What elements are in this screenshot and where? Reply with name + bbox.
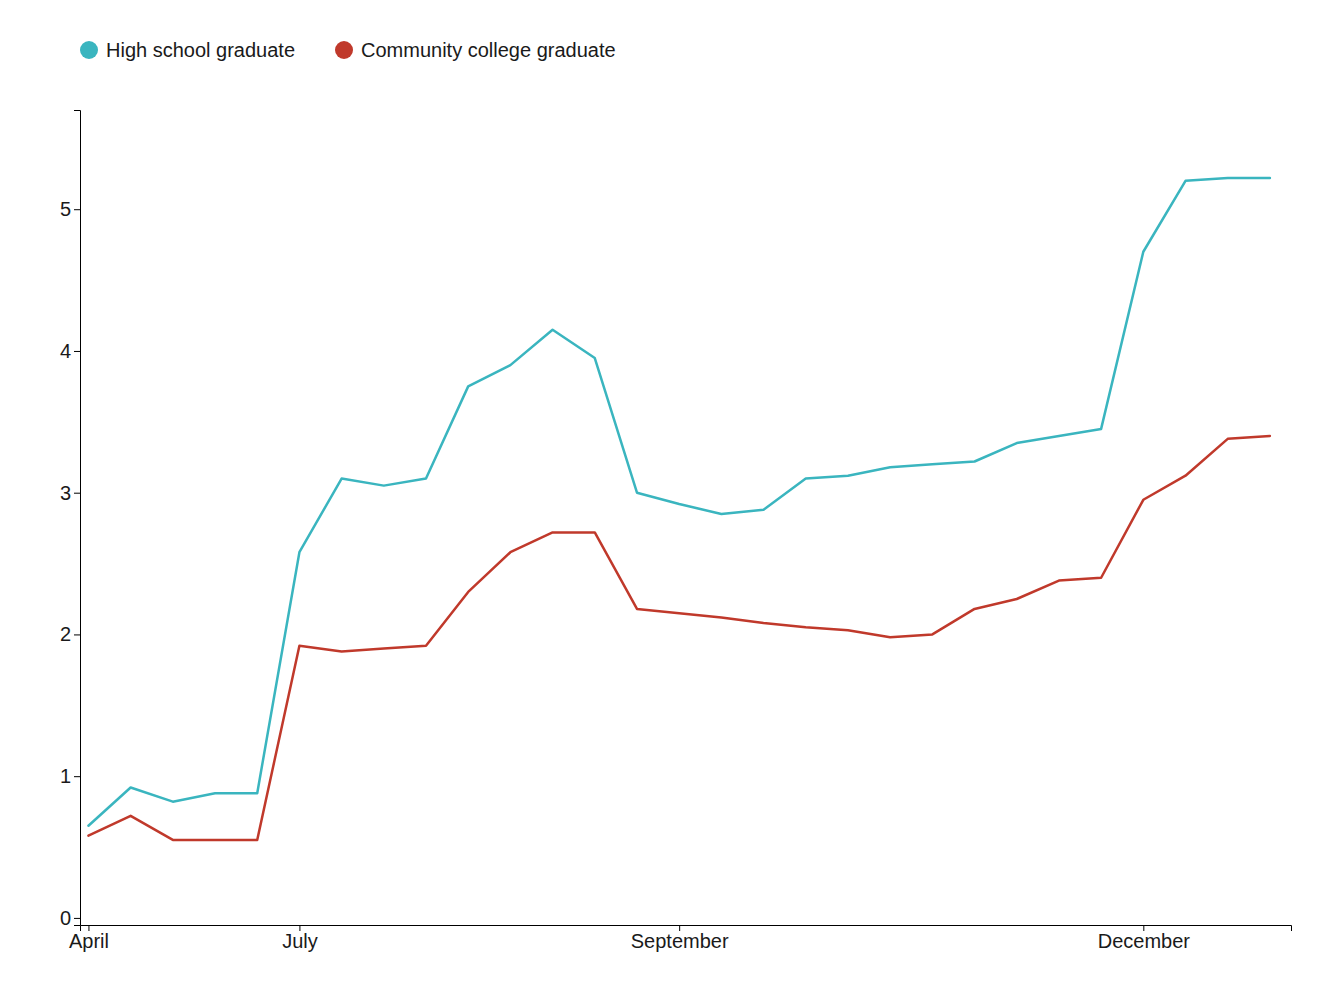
x-axis-tick-label: April [69,930,109,952]
x-axis-tick: April [69,925,109,952]
chart-svg: April July September December 0 1 2 3 4 5 High sch… [0,0,1341,1005]
x-axis: April July September December [69,925,1292,952]
y-axis-tick: 1 [60,765,80,787]
y-axis-tick-mark [74,918,80,919]
y-axis-tick-label: 2 [60,623,71,645]
y-axis-tick-label: 5 [60,198,71,220]
y-axis: 0 1 2 3 4 5 [60,111,81,929]
y-axis-tick-label: 1 [60,765,71,787]
plot-area: April July September December 0 1 2 3 4 5 [60,111,1292,953]
y-axis-tick: 2 [60,623,80,645]
x-axis-tick-label: September [631,930,729,952]
y-axis-tick: 0 [60,907,80,929]
legend-item: High school graduate [80,39,295,61]
series-line [88,178,1269,826]
y-axis-line [74,111,81,926]
y-axis-tick-label: 3 [60,482,71,504]
y-axis-tick: 5 [60,198,80,220]
legend-item: Community college graduate [335,39,616,61]
legend-swatch [335,41,353,59]
y-axis-tick-mark [74,776,80,777]
series-line [88,436,1269,840]
y-axis-tick: 3 [60,482,80,504]
y-axis-tick-label: 0 [60,907,71,929]
chart-container: April July September December 0 1 2 3 4 5 High sch… [0,0,1341,1005]
x-axis-tick: December [1098,925,1191,952]
x-axis-tick-label: July [282,930,318,952]
y-axis-tick-label: 4 [60,340,71,362]
y-axis-tick-mark [74,209,80,210]
y-axis-tick-mark [74,634,80,635]
x-axis-tick: September [631,925,729,952]
legend-swatch [80,41,98,59]
series-group [88,178,1269,840]
legend-label: Community college graduate [361,39,616,61]
legend: High school graduate Community college gr… [80,39,616,61]
y-axis-tick: 4 [60,340,80,362]
legend-label: High school graduate [106,39,295,61]
y-axis-tick-mark [74,351,80,352]
x-axis-tick-label: December [1098,930,1191,952]
x-axis-tick: July [282,925,318,952]
y-axis-tick-mark [74,493,80,494]
